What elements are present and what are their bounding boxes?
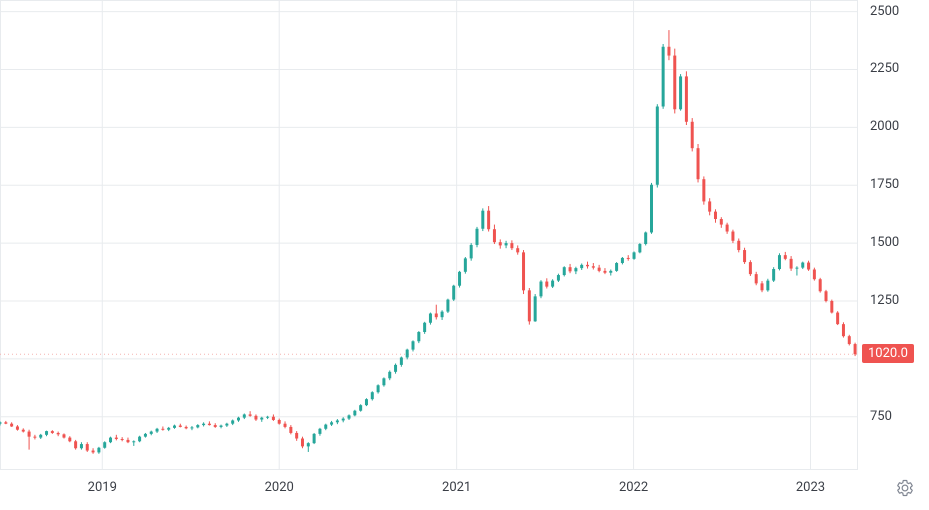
x-tick-label: 2023	[796, 480, 825, 495]
y-tick-label: 1750	[870, 177, 899, 192]
y-tick-label: 2250	[870, 61, 899, 76]
last-price-badge: 1020.0	[862, 344, 914, 363]
x-tick-label: 2022	[619, 480, 648, 495]
x-tick-label: 2020	[265, 480, 294, 495]
y-tick-label: 1250	[870, 293, 899, 308]
last-price-value: 1020.0	[868, 346, 908, 361]
y-tick-label: 2500	[870, 4, 899, 19]
price-chart[interactable]: 7501000125015001750200022502500 20192020…	[0, 0, 929, 510]
y-tick-label: 750	[870, 409, 892, 424]
gear-icon	[896, 479, 914, 497]
y-tick-label: 2000	[870, 119, 899, 134]
chart-canvas[interactable]	[0, 0, 929, 510]
x-tick-label: 2019	[88, 480, 117, 495]
x-tick-label: 2021	[442, 480, 471, 495]
y-tick-label: 1500	[870, 235, 899, 250]
settings-button[interactable]	[896, 479, 914, 497]
